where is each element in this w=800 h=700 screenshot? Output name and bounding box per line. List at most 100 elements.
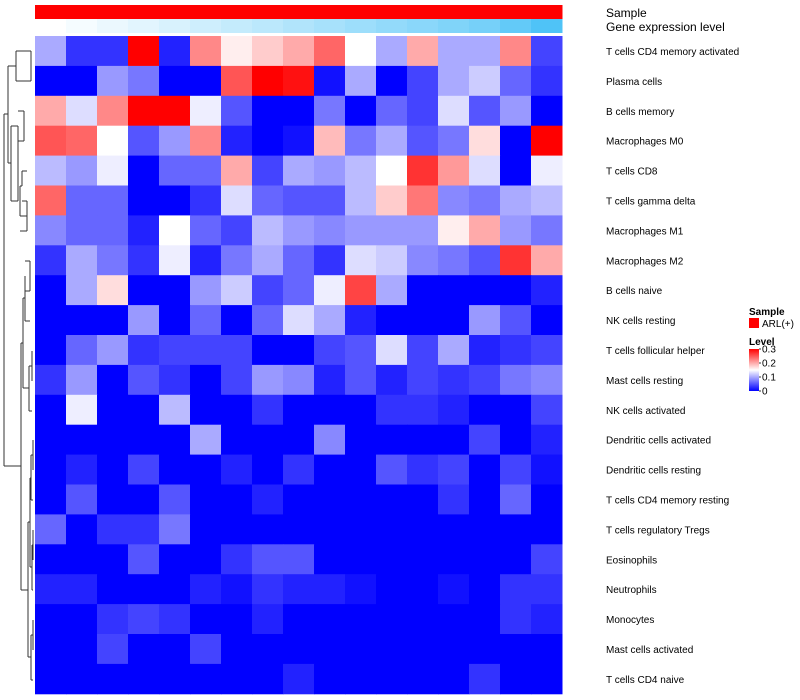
heatmap-cell [66,514,98,545]
heatmap-cell [190,394,222,426]
heatmap-cell [469,95,501,127]
heatmap-cell [314,424,346,456]
heatmap-cell [407,484,439,515]
heatmap-cell [438,574,470,605]
heatmap-cell [159,394,191,426]
heatmap-cell [252,544,284,575]
heatmap-cell [469,215,501,246]
heatmap-cell [190,185,222,216]
heatmap-cell [376,275,408,306]
heatmap-cell [190,155,222,186]
heatmap-cell [438,484,470,515]
legend-level-title: Level [749,337,775,348]
gene-expression-annotation-cell [345,19,377,33]
heatmap-cell [469,185,501,216]
heatmap-cell [283,185,315,216]
heatmap-cell [221,36,253,67]
heatmap-cell [531,484,563,515]
heatmap-cell [500,663,532,695]
legend-tick-label: 0.3 [762,345,776,356]
heatmap-cell [190,305,222,336]
heatmap-cell [407,364,439,396]
heatmap-cell [407,65,439,97]
heatmap-cell [283,454,315,485]
row-dendrogram [3,50,34,681]
heatmap-cell [531,335,563,366]
heatmap-cell [438,424,470,456]
heatmap-cell [35,544,67,575]
heatmap-cell [159,574,191,605]
heatmap-cell [221,65,253,97]
heatmap-cell [407,95,439,127]
legend-tick-label: 0.1 [762,373,776,384]
heatmap-cell [66,424,98,456]
heatmap-cell [97,663,129,695]
heatmap-cell [376,65,408,97]
heatmap-cell [345,574,377,605]
sample-annotation-cell [407,5,439,19]
heatmap-cell [159,634,191,665]
row-labels: T cells CD4 memory activated Plasma cells… [606,47,739,686]
heatmap-cell [128,544,160,575]
heatmap-cell [438,544,470,575]
heatmap-cell [407,663,439,695]
heatmap-cell [407,335,439,366]
heatmap-cell [66,484,98,515]
sample-annotation-cell [190,5,222,19]
heatmap-cell [376,305,408,336]
heatmap-cell [500,634,532,665]
heatmap-cell [531,36,563,67]
heatmap-cell [531,65,563,97]
heatmap-cell [97,65,129,97]
heatmap-cell [438,95,470,127]
gene-expression-annotation-cell [407,19,439,33]
heatmap-cell [376,394,408,426]
heatmap-cell [407,424,439,456]
heatmap-cell [190,454,222,485]
gene-expression-annotation-cell [66,19,98,33]
heatmap-cell [97,514,129,545]
heatmap-cell [407,634,439,665]
heatmap-cell [531,454,563,485]
heatmap-cell [438,604,470,635]
gene-expression-annotation-cell [376,19,408,33]
heatmap-cell [407,125,439,157]
legend-level-colorbar [749,349,759,391]
heatmap-cell [128,424,160,456]
heatmap-cell [190,36,222,67]
heatmap-cell [221,364,253,396]
heatmap-cell [469,394,501,426]
sample-annotation-cell [531,5,563,19]
heatmap-cell [407,544,439,575]
heatmap-cell [345,454,377,485]
heatmap-cell [314,305,346,336]
heatmap-cell [128,125,160,157]
heatmap-cell [66,634,98,665]
heatmap-cell [128,36,160,67]
heatmap-cell [97,275,129,306]
heatmap-cell [35,305,67,336]
sample-annotation-cell [221,5,253,19]
heatmap-cell [190,95,222,127]
heatmap-cell [345,394,377,426]
heatmap-cell [314,275,346,306]
heatmap-cell [345,245,377,276]
row-label: Dendritic cells resting [606,466,701,477]
heatmap-cell [66,125,98,157]
heatmap-cell [159,215,191,246]
heatmap-cell [221,275,253,306]
heatmap-cell [66,215,98,246]
heatmap-cell [97,394,129,426]
heatmap-cell [252,305,284,336]
heatmap-cell [66,245,98,276]
heatmap-cell [345,424,377,456]
heatmap-cell [500,394,532,426]
heatmap-cell [407,514,439,545]
heatmap-cell [345,544,377,575]
gene-expression-annotation-cell [283,19,315,33]
sample-annotation-cell [283,5,315,19]
heatmap-cell [407,305,439,336]
heatmap-cell [190,484,222,515]
heatmap-cell [376,484,408,515]
gene-expression-annotation-cell [159,19,191,33]
